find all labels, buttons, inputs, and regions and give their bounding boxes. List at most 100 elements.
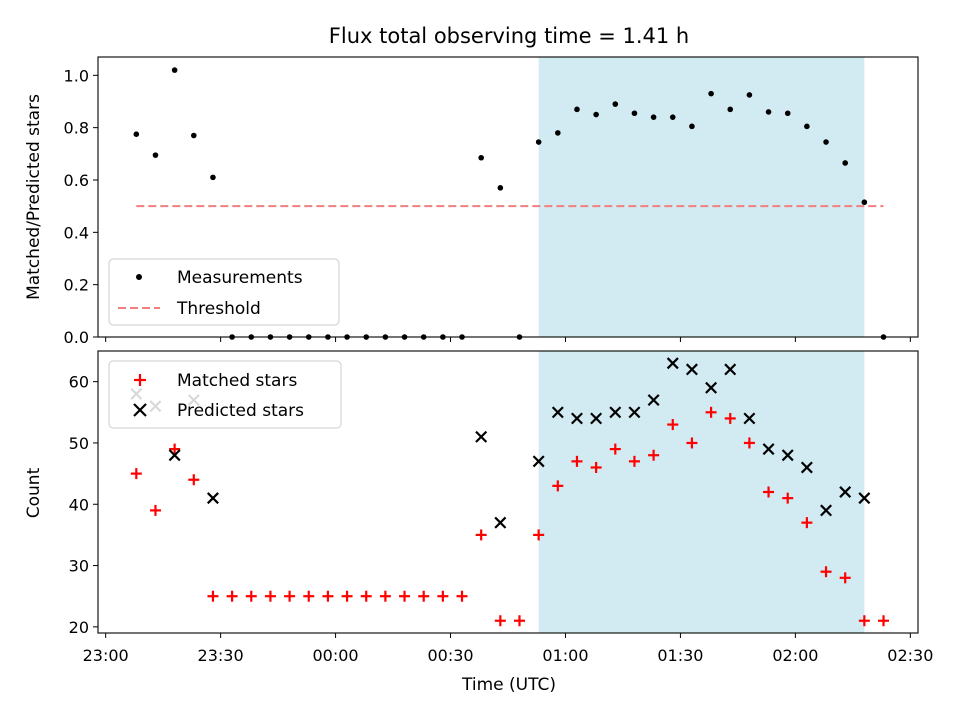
legend-predicted-marker <box>133 403 147 417</box>
bottom-legend-box <box>108 360 342 429</box>
top-ytick-label: 0.2 <box>64 276 89 295</box>
matched-star-marker <box>226 590 238 602</box>
matched-star-marker <box>782 492 794 504</box>
measurement-point <box>746 92 753 98</box>
bottom-y-axis-ticks: 20 30 40 50 60 <box>69 373 98 637</box>
predicted-star-marker <box>685 363 698 376</box>
predicted-star-marker <box>839 486 852 498</box>
top-ytick-label: 1.0 <box>64 66 89 85</box>
matched-star-marker <box>839 572 851 584</box>
measurement-point <box>631 110 638 117</box>
predicted-star-marker <box>858 492 871 505</box>
legend-matched-label: Matched stars <box>177 371 297 391</box>
predicted-star-marker <box>705 381 718 394</box>
bottom-plot-frame <box>97 350 919 634</box>
measurement-point <box>765 109 772 115</box>
legend-matched-marker <box>134 374 146 386</box>
bottom-xtick-label: 23:00 <box>83 646 129 665</box>
legend-threshold-label: Threshold <box>176 299 261 319</box>
bottom-ytick-label: 50 <box>69 434 89 453</box>
predicted-star-marker <box>724 363 737 376</box>
bottom-panel: 20 30 40 50 60 23:00 23:30 00:00 00:30 01:00 01:3… <box>24 350 933 695</box>
bottom-ytick-label: 40 <box>69 495 89 514</box>
measurement-point <box>784 110 791 117</box>
matched-star-marker <box>303 590 315 602</box>
measurement-point <box>593 111 599 118</box>
legend-predicted-label: Predicted stars <box>177 401 304 421</box>
measurement-point <box>171 67 178 73</box>
matched-star-marker <box>169 443 181 455</box>
predicted-star-marker <box>494 516 507 529</box>
matched-star-marker <box>763 486 775 498</box>
measurement-point <box>210 174 216 181</box>
matched-star-marker <box>264 590 276 602</box>
top-x-axis-ticks <box>105 337 911 342</box>
top-ytick-label: 0.6 <box>64 171 89 190</box>
predicted-star-marker <box>532 455 545 468</box>
matched-stars-markers <box>130 406 890 627</box>
top-highlight-span <box>538 57 865 337</box>
matched-star-marker <box>341 590 353 602</box>
measurement-point <box>612 101 619 107</box>
top-ytick-label: 0.8 <box>64 119 89 138</box>
top-panel: 0.0 0.2 0.4 0.6 0.8 1.0 Matched/Predicted sta… <box>24 56 919 347</box>
measurement-point <box>152 152 159 158</box>
top-y-axis-ticks: 0.0 0.2 0.4 0.6 0.8 1.0 <box>64 66 98 347</box>
measurement-point <box>708 90 714 97</box>
matched-star-marker <box>245 590 257 602</box>
predicted-star-marker <box>551 406 564 419</box>
predicted-star-marker <box>475 430 488 443</box>
measurement-point <box>497 185 504 191</box>
legend-measurements-label: Measurements <box>177 268 303 288</box>
measurement-point <box>190 132 197 139</box>
predicted-star-marker <box>820 504 833 517</box>
matched-star-marker <box>188 474 200 486</box>
measurement-point <box>133 131 140 137</box>
matched-star-marker <box>590 461 602 473</box>
bottom-ytick-label: 20 <box>69 618 89 637</box>
matched-star-marker <box>533 529 545 541</box>
matched-star-marker <box>207 590 219 602</box>
measurement-point <box>574 106 580 113</box>
observing-window-span <box>538 351 865 633</box>
top-legend: Measurements Threshold <box>108 258 340 326</box>
predicted-star-marker <box>800 461 813 474</box>
bottom-ytick-label: 60 <box>69 373 89 392</box>
measurement-point <box>555 130 561 136</box>
bottom-xtick-label: 02:00 <box>772 646 818 665</box>
matched-star-marker <box>418 590 430 602</box>
predicted-star-marker <box>168 449 181 462</box>
matched-star-marker <box>820 566 832 578</box>
measurement-point <box>689 123 695 130</box>
measurement-point <box>861 199 868 206</box>
predicted-star-marker <box>609 406 622 419</box>
top-y-axis-label: Matched/Predicted stars <box>24 94 44 300</box>
matched-star-marker <box>724 412 736 424</box>
matched-star-marker <box>705 406 717 418</box>
matched-star-marker <box>513 615 525 627</box>
measurement-point <box>727 106 734 113</box>
bottom-y-axis-label: Count <box>24 467 44 518</box>
predicted-star-marker <box>628 406 641 419</box>
bottom-xtick-label: 01:00 <box>542 646 588 665</box>
predicted-star-marker <box>647 394 660 407</box>
matched-star-marker <box>878 615 890 627</box>
measurement-point <box>823 139 829 145</box>
matched-star-marker <box>858 615 870 627</box>
matched-star-marker <box>648 449 660 461</box>
measurement-point <box>478 154 484 161</box>
bottom-ytick-label: 30 <box>69 557 89 576</box>
predicted-star-marker <box>666 357 679 370</box>
matched-star-marker <box>130 468 142 480</box>
predicted-star-marker <box>743 412 756 425</box>
matched-star-marker <box>149 504 161 516</box>
top-plot-frame <box>97 56 919 338</box>
matched-star-marker <box>552 480 564 492</box>
top-legend-box <box>108 258 340 326</box>
bottom-xtick-label: 23:30 <box>198 646 244 665</box>
matched-star-marker <box>475 529 487 541</box>
x-axis-label: Time (UTC) <box>461 675 556 695</box>
matched-star-marker <box>743 437 755 449</box>
bottom-highlight-span <box>538 351 865 633</box>
